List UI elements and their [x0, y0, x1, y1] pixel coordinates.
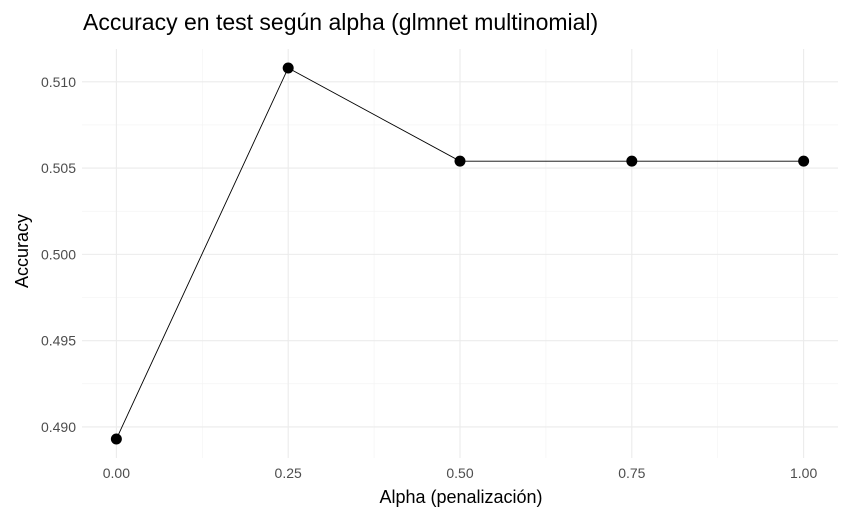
data-point — [798, 155, 810, 167]
data-point — [110, 433, 122, 445]
data-point — [626, 155, 638, 167]
y-tick-label: 0.495 — [41, 333, 76, 349]
x-tick-label: 0.50 — [446, 465, 473, 481]
major-gridlines — [82, 49, 838, 458]
x-axis-title: Alpha (penalización) — [379, 487, 542, 507]
x-tick-label: 0.75 — [618, 465, 645, 481]
x-tick-label: 0.25 — [275, 465, 302, 481]
y-tick-label: 0.490 — [41, 419, 76, 435]
y-tick-label: 0.510 — [41, 74, 76, 90]
chart-title: Accuracy en test según alpha (glmnet mul… — [83, 9, 598, 35]
data-point — [282, 62, 294, 74]
x-tick-label: 0.00 — [103, 465, 130, 481]
y-tick-label: 0.505 — [41, 160, 76, 176]
points-layer — [110, 62, 810, 445]
y-axis-ticks: 0.490 0.495 0.500 0.505 0.510 — [41, 74, 76, 435]
data-point — [454, 155, 466, 167]
x-tick-label: 1.00 — [790, 465, 817, 481]
y-axis-title: Accuracy — [12, 214, 32, 288]
y-tick-label: 0.500 — [41, 246, 76, 262]
x-axis-ticks: 0.00 0.25 0.50 0.75 1.00 — [103, 465, 818, 481]
